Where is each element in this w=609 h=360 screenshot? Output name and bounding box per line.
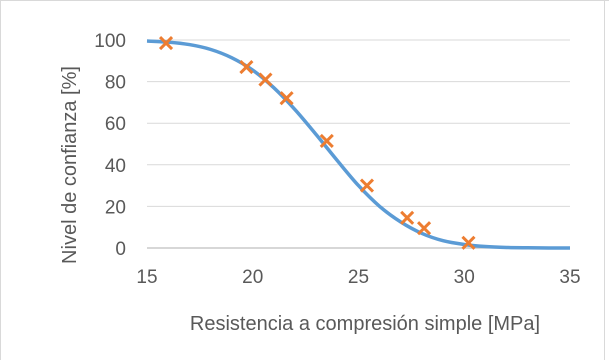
x-tick-labels: 15 20 25 30 35	[136, 267, 580, 288]
y-tick-label: 80	[105, 73, 126, 94]
data-point-marker	[461, 235, 476, 250]
data-point-marker	[258, 72, 273, 87]
y-tick-label: 60	[105, 114, 126, 135]
fitted-curve	[146, 39, 571, 250]
y-tick-label: 100	[94, 31, 126, 52]
x-tick-label: 35	[559, 267, 580, 288]
fitted-curve-layer	[146, 39, 571, 250]
x-tick-label: 30	[454, 267, 475, 288]
y-axis-title: Nivel de confianza [%]	[59, 66, 81, 264]
x-tick-label: 25	[348, 267, 369, 288]
frame-right-border	[604, 0, 605, 360]
data-point-marker	[158, 36, 174, 51]
x-axis-title: Resistencia a compresión simple [MPa]	[190, 313, 540, 335]
y-tick-label: 40	[105, 156, 126, 177]
data-point-marker	[359, 178, 375, 193]
y-tick-labels: 0 20 40 60 80 100	[94, 31, 126, 260]
data-markers-layer	[158, 36, 476, 250]
x-tick-label: 15	[136, 267, 157, 288]
data-point-marker	[319, 133, 334, 148]
y-tick-label: 20	[105, 197, 126, 218]
x-tick-label: 20	[242, 267, 263, 288]
frame-top-border	[0, 0, 609, 1]
gridlines	[147, 39, 570, 207]
data-point-marker	[400, 210, 415, 225]
data-point-marker	[239, 59, 254, 75]
y-tick-label: 0	[115, 239, 126, 260]
data-point-marker	[417, 221, 432, 236]
data-point-marker	[279, 91, 294, 106]
frame-left-border	[0, 0, 1, 360]
